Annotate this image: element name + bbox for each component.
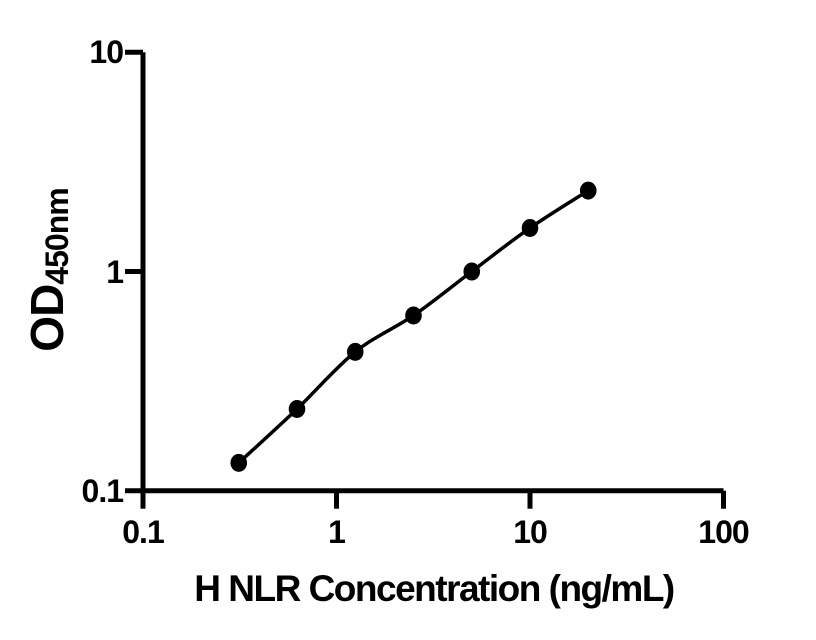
data-point bbox=[579, 181, 597, 200]
x-tick-label-1: 1 bbox=[328, 514, 346, 550]
y-axis-title-subscript: 450nm bbox=[38, 188, 75, 285]
y-tick-label-0-1: 0.1 bbox=[81, 472, 124, 509]
data-point bbox=[346, 342, 364, 361]
y-tick-label-10: 10 bbox=[89, 34, 124, 71]
x-axis-title: H NLR Concentration (ng/mL) bbox=[194, 568, 675, 609]
x-tick-label-10: 10 bbox=[513, 514, 548, 550]
x-tick-label-100: 100 bbox=[698, 514, 749, 550]
x-tick-label-0-1: 0.1 bbox=[122, 514, 164, 550]
y-tick-label-1: 1 bbox=[106, 253, 124, 290]
axes-frame bbox=[140, 52, 724, 494]
data-point bbox=[521, 218, 539, 237]
data-point bbox=[288, 399, 306, 418]
data-point bbox=[230, 453, 248, 472]
y-axis-title-main: OD bbox=[21, 284, 74, 352]
data-point bbox=[463, 262, 481, 281]
data-point bbox=[405, 306, 422, 325]
y-axis-title: OD450nm bbox=[21, 188, 80, 352]
